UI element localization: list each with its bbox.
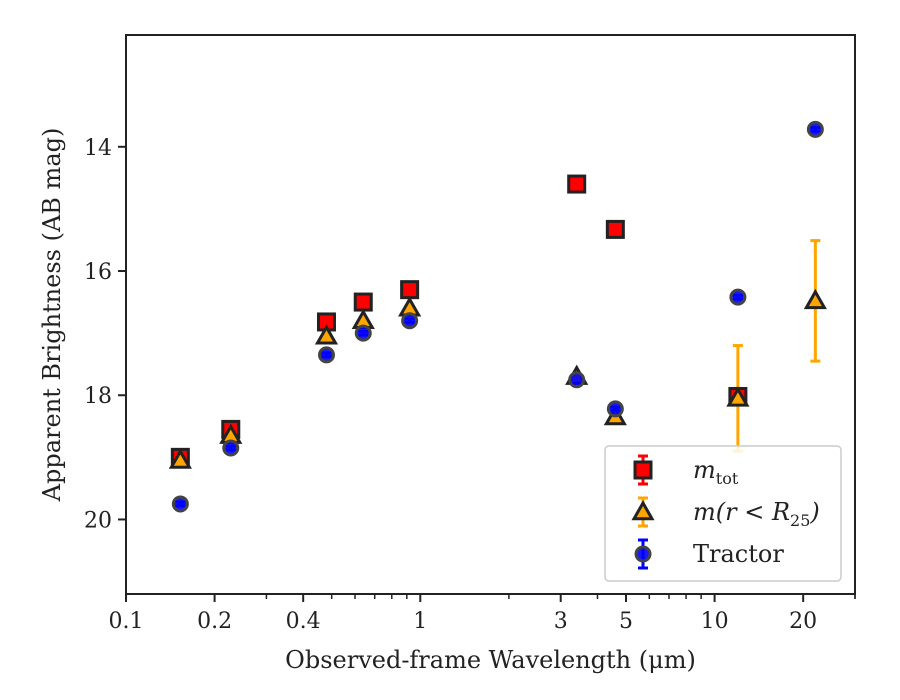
axis-layer: 0.1 0.2 0.4 1 3 5 10 20 14 16 18 20	[84, 34, 856, 634]
legend-label-main: m(r < R	[693, 498, 790, 526]
m-r25-point	[803, 288, 827, 310]
x-tick-label: 0.4	[286, 609, 321, 634]
m-r25-point	[168, 448, 192, 469]
legend: mtot m(r < R25) Tractor	[604, 445, 842, 582]
legend-box	[604, 445, 842, 582]
legend-label-main: Tractor	[693, 540, 784, 568]
m-tot-point	[400, 280, 420, 300]
tractor-point	[806, 120, 824, 138]
x-tick-label: 0.2	[197, 609, 232, 634]
tractor-point	[568, 371, 586, 389]
legend-label: m(r < R25)	[693, 498, 820, 530]
m-tot-point	[605, 219, 625, 239]
legend-label: mtot	[693, 456, 739, 488]
m-r25-point	[726, 386, 750, 407]
tractor-point	[401, 312, 419, 330]
legend-label: Tractor	[693, 540, 784, 568]
y-tick-label: 20	[84, 508, 112, 533]
m-tot-point	[567, 174, 587, 194]
legend-marker	[633, 460, 653, 480]
m-tot-point	[353, 292, 373, 312]
x-tick-label: 1	[413, 609, 427, 634]
tractor-point	[354, 324, 372, 342]
x-tick-label: 0.1	[109, 609, 144, 634]
legend-label-subscript: tot	[716, 469, 739, 488]
tractor-point	[222, 439, 240, 457]
x-tick-label: 20	[789, 609, 817, 634]
tractor-point	[317, 346, 335, 364]
x-axis-label: Observed-frame Wavelength (μm)	[285, 646, 696, 674]
tractor-point	[606, 400, 624, 418]
y-axis-label: Apparent Brightness (AB mag)	[38, 128, 66, 503]
plot-frame	[125, 34, 856, 595]
legend-label-main: m	[693, 456, 716, 484]
tractor-point	[171, 495, 189, 513]
legend-label-subscript: 25	[790, 511, 810, 530]
legend-label-tail: )	[809, 498, 819, 526]
m-r25-point	[314, 324, 339, 345]
tractor-point	[729, 288, 747, 306]
x-tick-label: 3	[554, 609, 568, 634]
marker-layer	[168, 120, 827, 513]
legend-marker	[634, 545, 652, 563]
y-tick-label: 18	[84, 384, 112, 409]
x-tick-label: 5	[619, 609, 633, 634]
x-tick-label: 10	[701, 609, 729, 634]
y-tick-label: 16	[84, 260, 112, 285]
y-tick-label: 14	[84, 136, 112, 161]
legend-marker	[631, 499, 655, 521]
